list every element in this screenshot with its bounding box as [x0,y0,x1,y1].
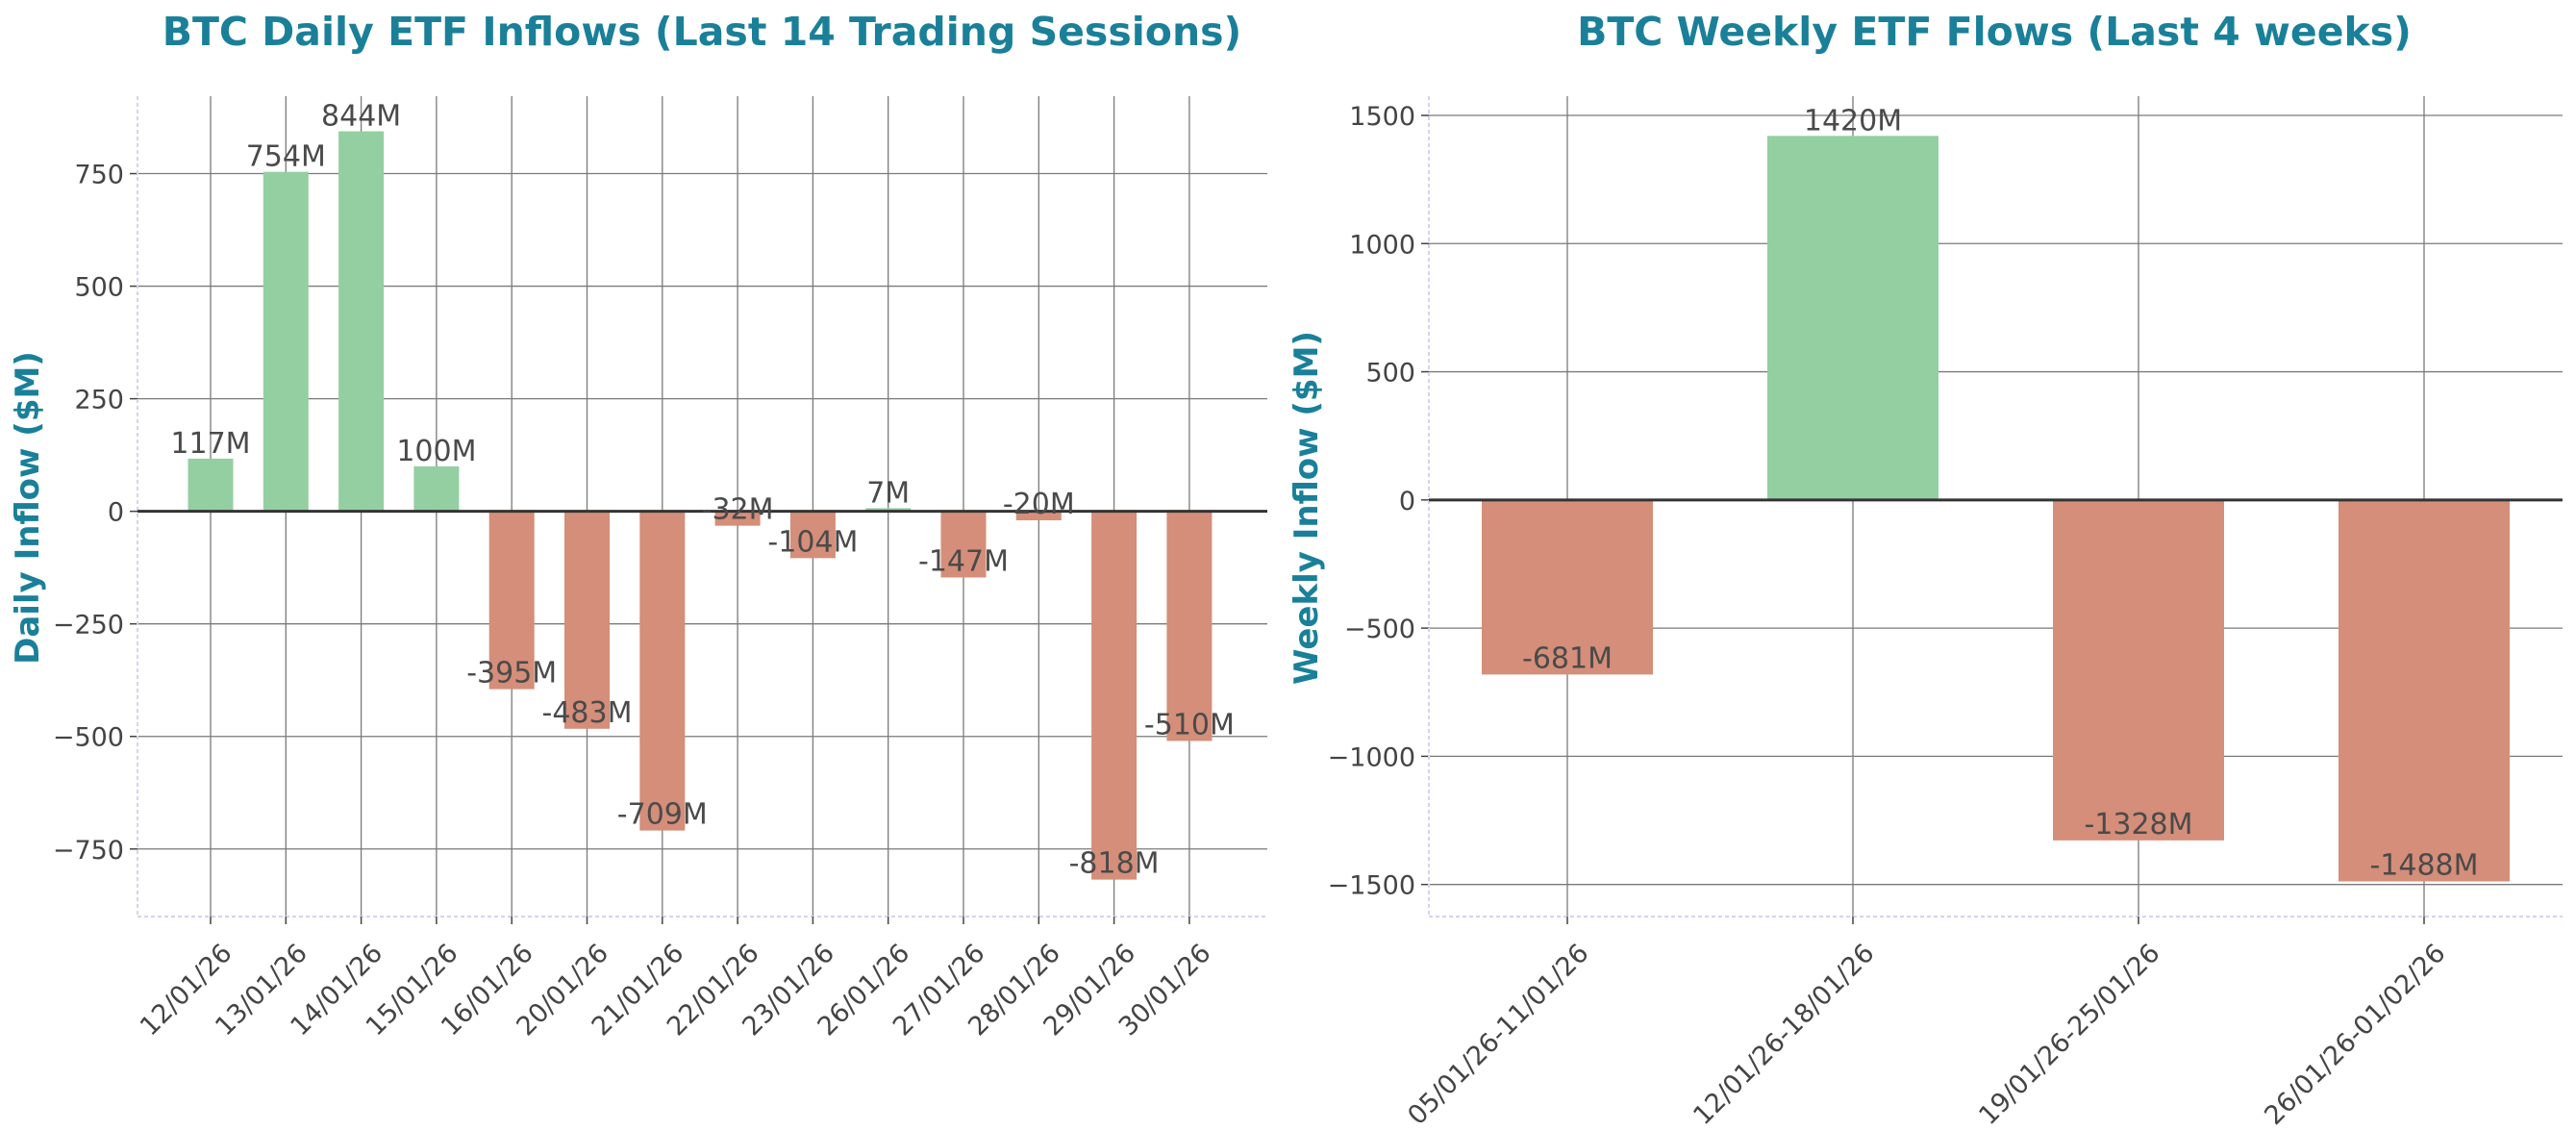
daily-data-label-2: 754M [246,140,326,174]
weekly-bar-1 [1482,499,1653,675]
daily-bar-13 [1091,511,1138,880]
daily-data-label-14: -510M [1144,708,1235,741]
weekly-data-label-4: -1488M [2369,848,2478,882]
weekly-inflow-plot: −1500 −1000 −500 0 500 1000 1500 -681M 1420M -132… [1328,96,2563,1131]
weekly-ytick-label: 1000 [1349,230,1415,260]
daily-ytick-label: −500 [53,723,124,753]
daily-bar-5 [488,511,535,690]
weekly-xtick-label: 19/01/26-25/01/26 [1973,939,2165,1131]
daily-bar-7 [639,511,686,831]
weekly-data-label-1: -681M [1522,641,1613,675]
daily-y-axis-label: Daily Inflow ($M) [9,351,47,665]
daily-ytick-label: 500 [74,273,124,303]
daily-data-label-4: 100M [396,435,476,468]
daily-bar-8 [714,511,761,526]
daily-chart-title: BTC Daily ETF Inflows (Last 14 Trading S… [163,9,1242,55]
weekly-data-label-3: -1328M [2084,808,2192,842]
daily-bar-11 [940,511,987,578]
weekly-y-axis-label: Weekly Inflow ($M) [1288,331,1326,685]
daily-bar-12 [1015,511,1062,521]
weekly-ytick-label: 1500 [1349,102,1415,132]
weekly-bar-2 [1767,136,1938,500]
weekly-ytick-label: −1500 [1328,871,1415,901]
daily-data-label-1: 117M [170,427,250,461]
weekly-bar-3 [2053,499,2224,841]
daily-data-label-12: -20M [1003,488,1075,521]
daily-data-label-5: -395M [466,657,557,691]
daily-data-label-6: -483M [542,696,633,730]
daily-ytick-label: −250 [53,611,124,641]
weekly-ytick-label: −500 [1344,615,1415,644]
daily-bar-6 [564,511,610,729]
weekly-xtick-label: 05/01/26-11/01/26 [1402,939,1594,1131]
weekly-ytick-label: −1000 [1328,742,1415,772]
weekly-ytick-label: 500 [1365,359,1415,389]
daily-data-label-3: 844M [321,100,401,134]
daily-bar-9 [789,511,836,559]
daily-bar-3 [338,131,385,512]
daily-data-label-13: -818M [1069,847,1160,881]
daily-inflow-plot: −750 −500 −250 0 250 500 750 117M 754M 844M 100M -3… [53,96,1267,1042]
daily-ytick-label: 0 [108,498,124,528]
weekly-chart-title: BTC Weekly ETF Flows (Last 4 weeks) [1577,9,2412,55]
daily-bar-2 [263,171,309,512]
weekly-data-label-2: 1420M [1804,104,1902,138]
daily-data-label-7: -709M [617,798,708,832]
weekly-ytick-label: 0 [1399,487,1415,516]
daily-ytick-label: 250 [74,386,124,415]
daily-bar-4 [413,465,460,512]
daily-ytick-label: 750 [74,161,124,190]
daily-bar-10 [865,508,912,512]
daily-ytick-label: −750 [53,836,124,866]
weekly-xtick-label: 12/01/26-18/01/26 [1688,939,1880,1131]
daily-data-label-11: -147M [918,544,1009,578]
daily-bar-1 [188,458,234,512]
daily-data-label-9: -104M [767,525,858,559]
weekly-xtick-label: 26/01/26-01/02/26 [2259,939,2451,1131]
daily-bar-14 [1166,511,1213,741]
daily-data-label-8: -32M [702,493,774,527]
daily-data-label-10: 7M [866,476,910,510]
weekly-bar-4 [2338,499,2510,882]
